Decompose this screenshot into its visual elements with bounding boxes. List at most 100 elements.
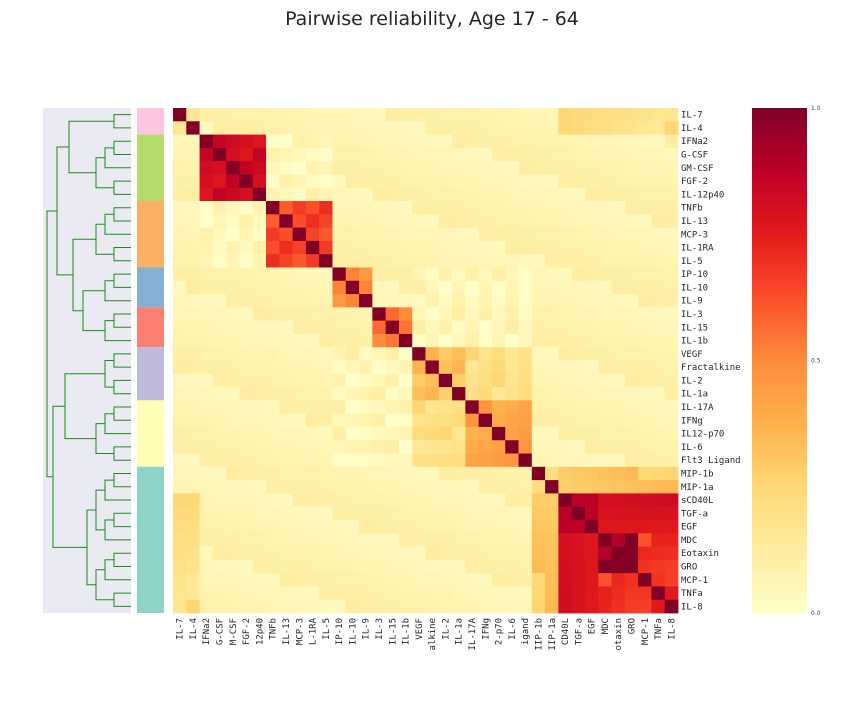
heatmap-cell (465, 294, 480, 308)
heatmap-cell (664, 546, 679, 561)
heatmap-cell (372, 573, 387, 587)
heatmap-cell (611, 320, 626, 335)
heatmap-cell (651, 573, 666, 587)
heatmap-cell (425, 400, 440, 415)
heatmap-cell (598, 267, 612, 282)
heatmap-cell (478, 400, 493, 415)
heatmap-cell (638, 254, 652, 268)
heatmap-cell (319, 519, 333, 534)
heatmap-cell (186, 214, 200, 229)
heatmap-cell (505, 387, 519, 401)
heatmap-cell (212, 373, 227, 388)
heatmap-cell (305, 466, 320, 481)
heatmap-cell (239, 599, 254, 614)
heatmap-cell (465, 307, 480, 322)
heatmap-cell (212, 599, 227, 614)
heatmap-cell (385, 426, 400, 441)
heatmap-cell (385, 519, 400, 534)
heatmap-cell (372, 294, 387, 308)
heatmap-cell (425, 161, 440, 175)
heatmap-cell (345, 599, 360, 614)
heatmap-cell (345, 413, 360, 428)
heatmap-cell (491, 519, 506, 534)
heatmap-cell (598, 214, 612, 229)
heatmap-cell (332, 240, 347, 255)
heatmap-cell (292, 214, 307, 229)
heatmap-cell (279, 599, 294, 614)
heatmap-cell (412, 147, 426, 162)
heatmap-cell (345, 426, 360, 441)
row-label: MIP-1b (681, 470, 714, 480)
heatmap-cell (531, 493, 546, 508)
heatmap-cell (292, 147, 307, 162)
heatmap-cell (598, 533, 612, 547)
heatmap-cell (372, 333, 387, 348)
heatmap-cell (199, 493, 214, 508)
heatmap-cell (385, 360, 400, 375)
cluster-color-band (137, 347, 164, 401)
heatmap-cell (638, 147, 652, 162)
heatmap-cell (558, 533, 573, 547)
heatmap-cell (664, 453, 679, 468)
heatmap-cell (226, 147, 240, 162)
heatmap-cell (505, 134, 519, 149)
heatmap-cell (651, 387, 666, 401)
heatmap-cell (186, 586, 200, 601)
heatmap-cell (226, 240, 240, 255)
heatmap-cell (173, 573, 187, 587)
column-label: otaxin (614, 618, 624, 651)
heatmap-cell (584, 227, 599, 242)
heatmap-cell (266, 360, 280, 375)
heatmap-cell (226, 347, 240, 361)
heatmap-cell (491, 320, 506, 335)
heatmap-cell (212, 480, 227, 494)
heatmap-cell (452, 134, 466, 149)
heatmap-cell (239, 161, 254, 175)
heatmap-cell (638, 347, 652, 361)
heatmap-cell (478, 307, 493, 322)
heatmap-cell (332, 307, 347, 322)
heatmap-cell (465, 280, 480, 295)
heatmap-cell (279, 373, 294, 388)
heatmap-cell (545, 240, 559, 255)
heatmap-cell (478, 161, 493, 175)
heatmap-cell (212, 254, 227, 268)
heatmap-cell (518, 267, 533, 282)
heatmap-cell (438, 586, 453, 601)
heatmap-cell (239, 546, 254, 561)
heatmap-cell (279, 187, 294, 202)
heatmap-cell (412, 280, 426, 295)
cluster-color-band (137, 466, 164, 613)
heatmap-cell (345, 108, 360, 122)
heatmap-cell (279, 280, 294, 295)
heatmap-cell (505, 161, 519, 175)
heatmap-cell (199, 519, 214, 534)
heatmap-cell (558, 573, 573, 587)
heatmap-cell (611, 373, 626, 388)
heatmap-cell (584, 533, 599, 547)
heatmap-cell (598, 307, 612, 322)
heatmap-cell (239, 333, 254, 348)
heatmap-cell (531, 360, 546, 375)
heatmap-cell (664, 254, 679, 268)
heatmap-cell (199, 294, 214, 308)
heatmap-cell (438, 161, 453, 175)
heatmap-cell (292, 586, 307, 601)
heatmap-cell (465, 506, 480, 521)
heatmap-cell (212, 174, 227, 189)
heatmap-cell (425, 307, 440, 322)
heatmap-cell (385, 586, 400, 601)
heatmap-cell (438, 227, 453, 242)
column-label: CD40L (561, 618, 571, 645)
heatmap-cell (199, 573, 214, 587)
heatmap-cell (452, 214, 466, 229)
heatmap-cell (385, 440, 400, 454)
heatmap-cell (624, 108, 639, 122)
heatmap-cell (186, 387, 200, 401)
heatmap-cell (398, 426, 413, 441)
heatmap-cell (212, 466, 227, 481)
heatmap-cell (438, 453, 453, 468)
heatmap-cell (412, 586, 426, 601)
heatmap-cell (598, 387, 612, 401)
heatmap-cell (305, 440, 320, 454)
